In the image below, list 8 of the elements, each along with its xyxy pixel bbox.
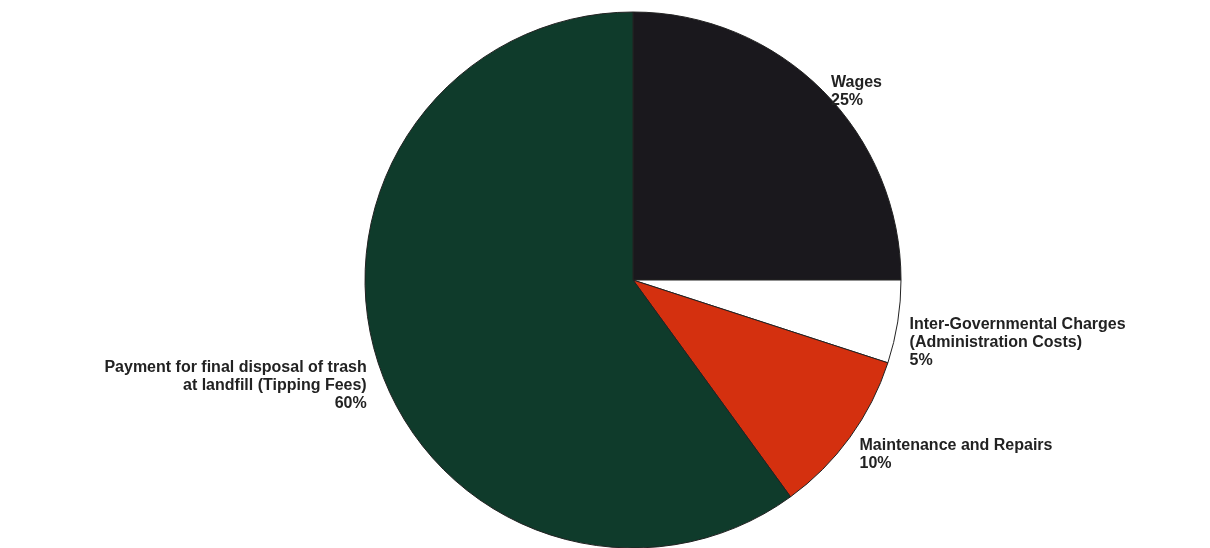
- data-label: 25%: [830, 91, 864, 109]
- slice-label: Inter-Governmental Charges (Administration Costs): [909, 314, 1126, 350]
- slice-label: Payment for final disposal of trash at landfill (Tipping Fees): [104, 357, 367, 393]
- slice-label: Wages: [830, 73, 883, 91]
- slice-label: Maintenance and Repairs: [859, 435, 1053, 453]
- data-label: 60%: [334, 393, 367, 411]
- data-label: 10%: [859, 453, 892, 471]
- data-label: 5%: [909, 350, 933, 368]
